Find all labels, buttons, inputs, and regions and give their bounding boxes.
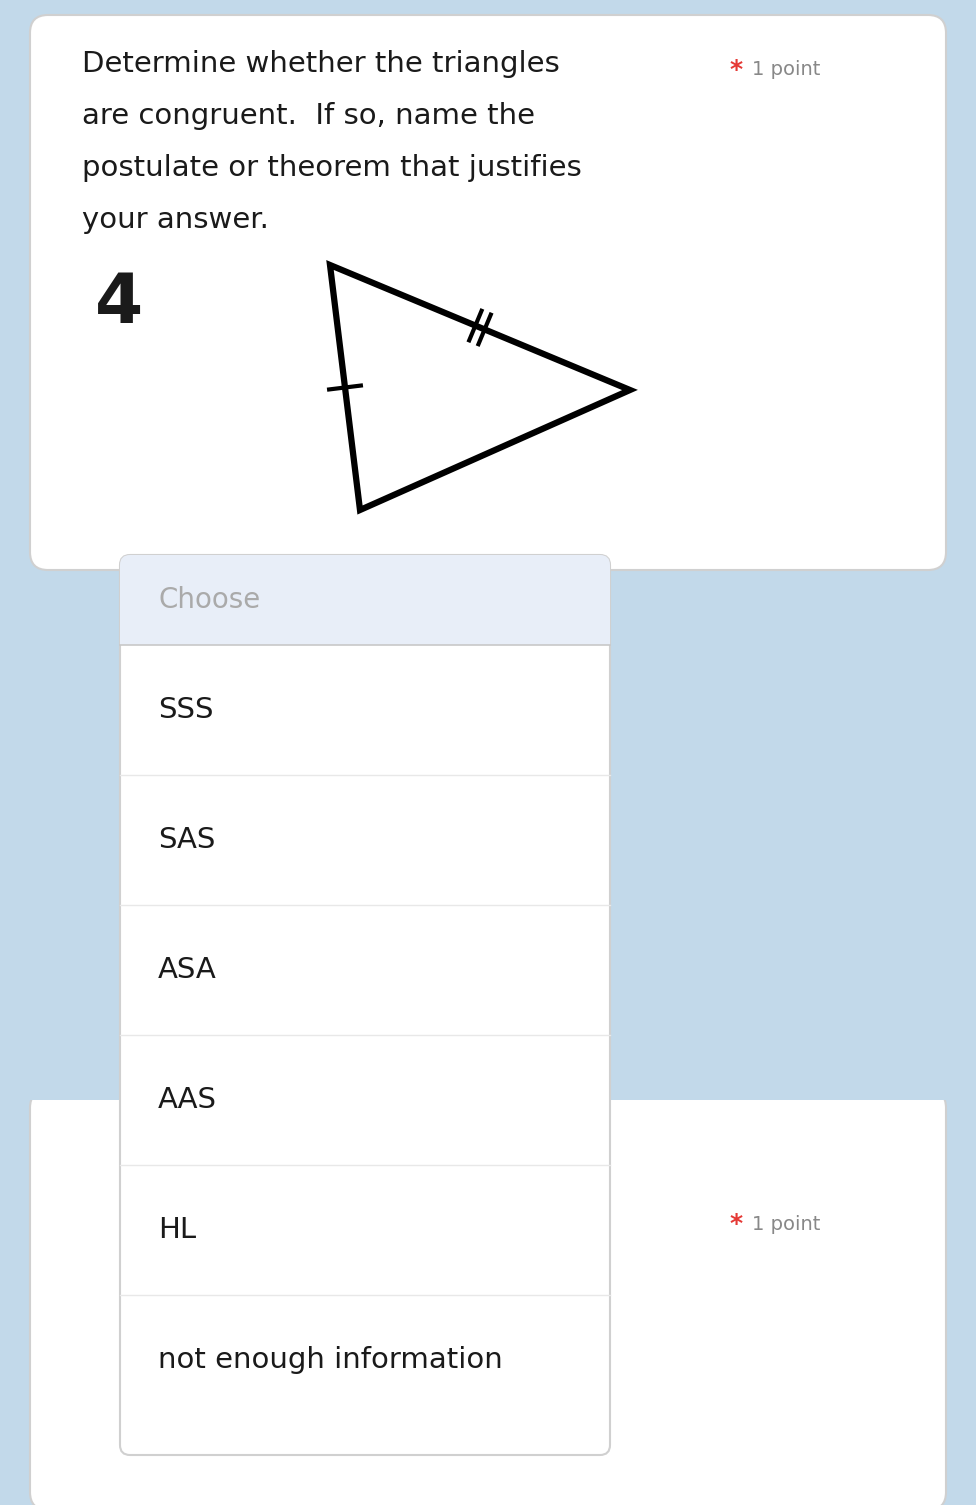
- Text: *: *: [730, 1212, 743, 1236]
- Text: your answer.: your answer.: [82, 206, 268, 233]
- Text: SAS: SAS: [158, 826, 216, 853]
- Text: AAS: AAS: [158, 1087, 217, 1114]
- Text: postulate or theorem that justifies: postulate or theorem that justifies: [82, 154, 582, 182]
- Bar: [0, 1050, 976, 1100]
- Text: 4: 4: [95, 269, 143, 337]
- Text: ies: ies: [560, 1344, 612, 1376]
- FancyBboxPatch shape: [120, 555, 610, 646]
- FancyBboxPatch shape: [120, 555, 610, 1455]
- Text: *: *: [730, 59, 743, 81]
- Text: are congruent.  If so, name the: are congruent. If so, name the: [82, 102, 535, 129]
- Text: not enough information: not enough information: [158, 1345, 503, 1374]
- Bar: [120, 631, 610, 646]
- Text: Determine whether the triangles: Determine whether the triangles: [82, 50, 560, 78]
- Text: SSS: SSS: [158, 695, 214, 724]
- Text: HL: HL: [158, 1216, 196, 1245]
- FancyBboxPatch shape: [30, 15, 946, 570]
- Text: 1 point: 1 point: [752, 1215, 821, 1234]
- Text: S: S: [560, 1216, 579, 1245]
- Text: Choose: Choose: [158, 585, 261, 614]
- Text: ASA: ASA: [158, 956, 217, 984]
- Text: 1 point: 1 point: [752, 60, 821, 78]
- FancyBboxPatch shape: [30, 1090, 946, 1505]
